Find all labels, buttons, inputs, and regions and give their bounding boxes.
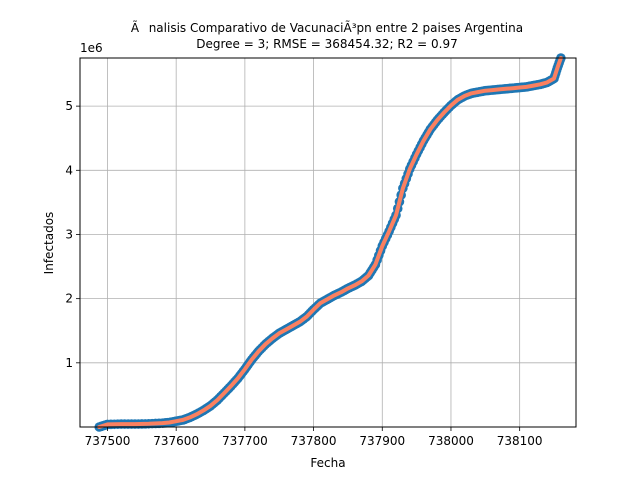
chart-title-line1: Ãnalisis Comparativo de VacunaciÃ³pn en… bbox=[131, 20, 523, 35]
y-tick-label: 2 bbox=[65, 292, 73, 306]
fit-line bbox=[97, 56, 563, 429]
y-offset-label: 1e6 bbox=[80, 41, 103, 55]
y-tick-label: 4 bbox=[65, 163, 73, 177]
y-tick-label: 1 bbox=[65, 356, 73, 370]
y-axis-label: Infectados bbox=[42, 212, 56, 275]
plot-frame bbox=[79, 57, 577, 428]
y-axis: 1 2 3 4 5 bbox=[65, 99, 80, 370]
y-tick-label: 3 bbox=[65, 227, 73, 241]
x-tick-label: 737600 bbox=[153, 434, 199, 448]
x-tick-label: 738100 bbox=[497, 434, 543, 448]
x-axis: 737500 737600 737700 737800 737900 738000 7381… bbox=[85, 427, 543, 448]
x-tick-label: 737800 bbox=[291, 434, 337, 448]
data-series bbox=[94, 53, 566, 432]
x-tick-label: 738000 bbox=[428, 434, 474, 448]
x-tick-label: 737900 bbox=[359, 434, 405, 448]
x-tick-label: 737700 bbox=[222, 434, 268, 448]
x-tick-label: 737500 bbox=[85, 434, 131, 448]
fit-series bbox=[97, 56, 563, 429]
x-axis-label: Fecha bbox=[310, 456, 345, 470]
chart-title-line2: Degree = 3; RMSE = 368454.32; R2 = 0.97 bbox=[196, 37, 458, 51]
y-tick-label: 5 bbox=[65, 99, 73, 113]
grid bbox=[80, 58, 576, 427]
